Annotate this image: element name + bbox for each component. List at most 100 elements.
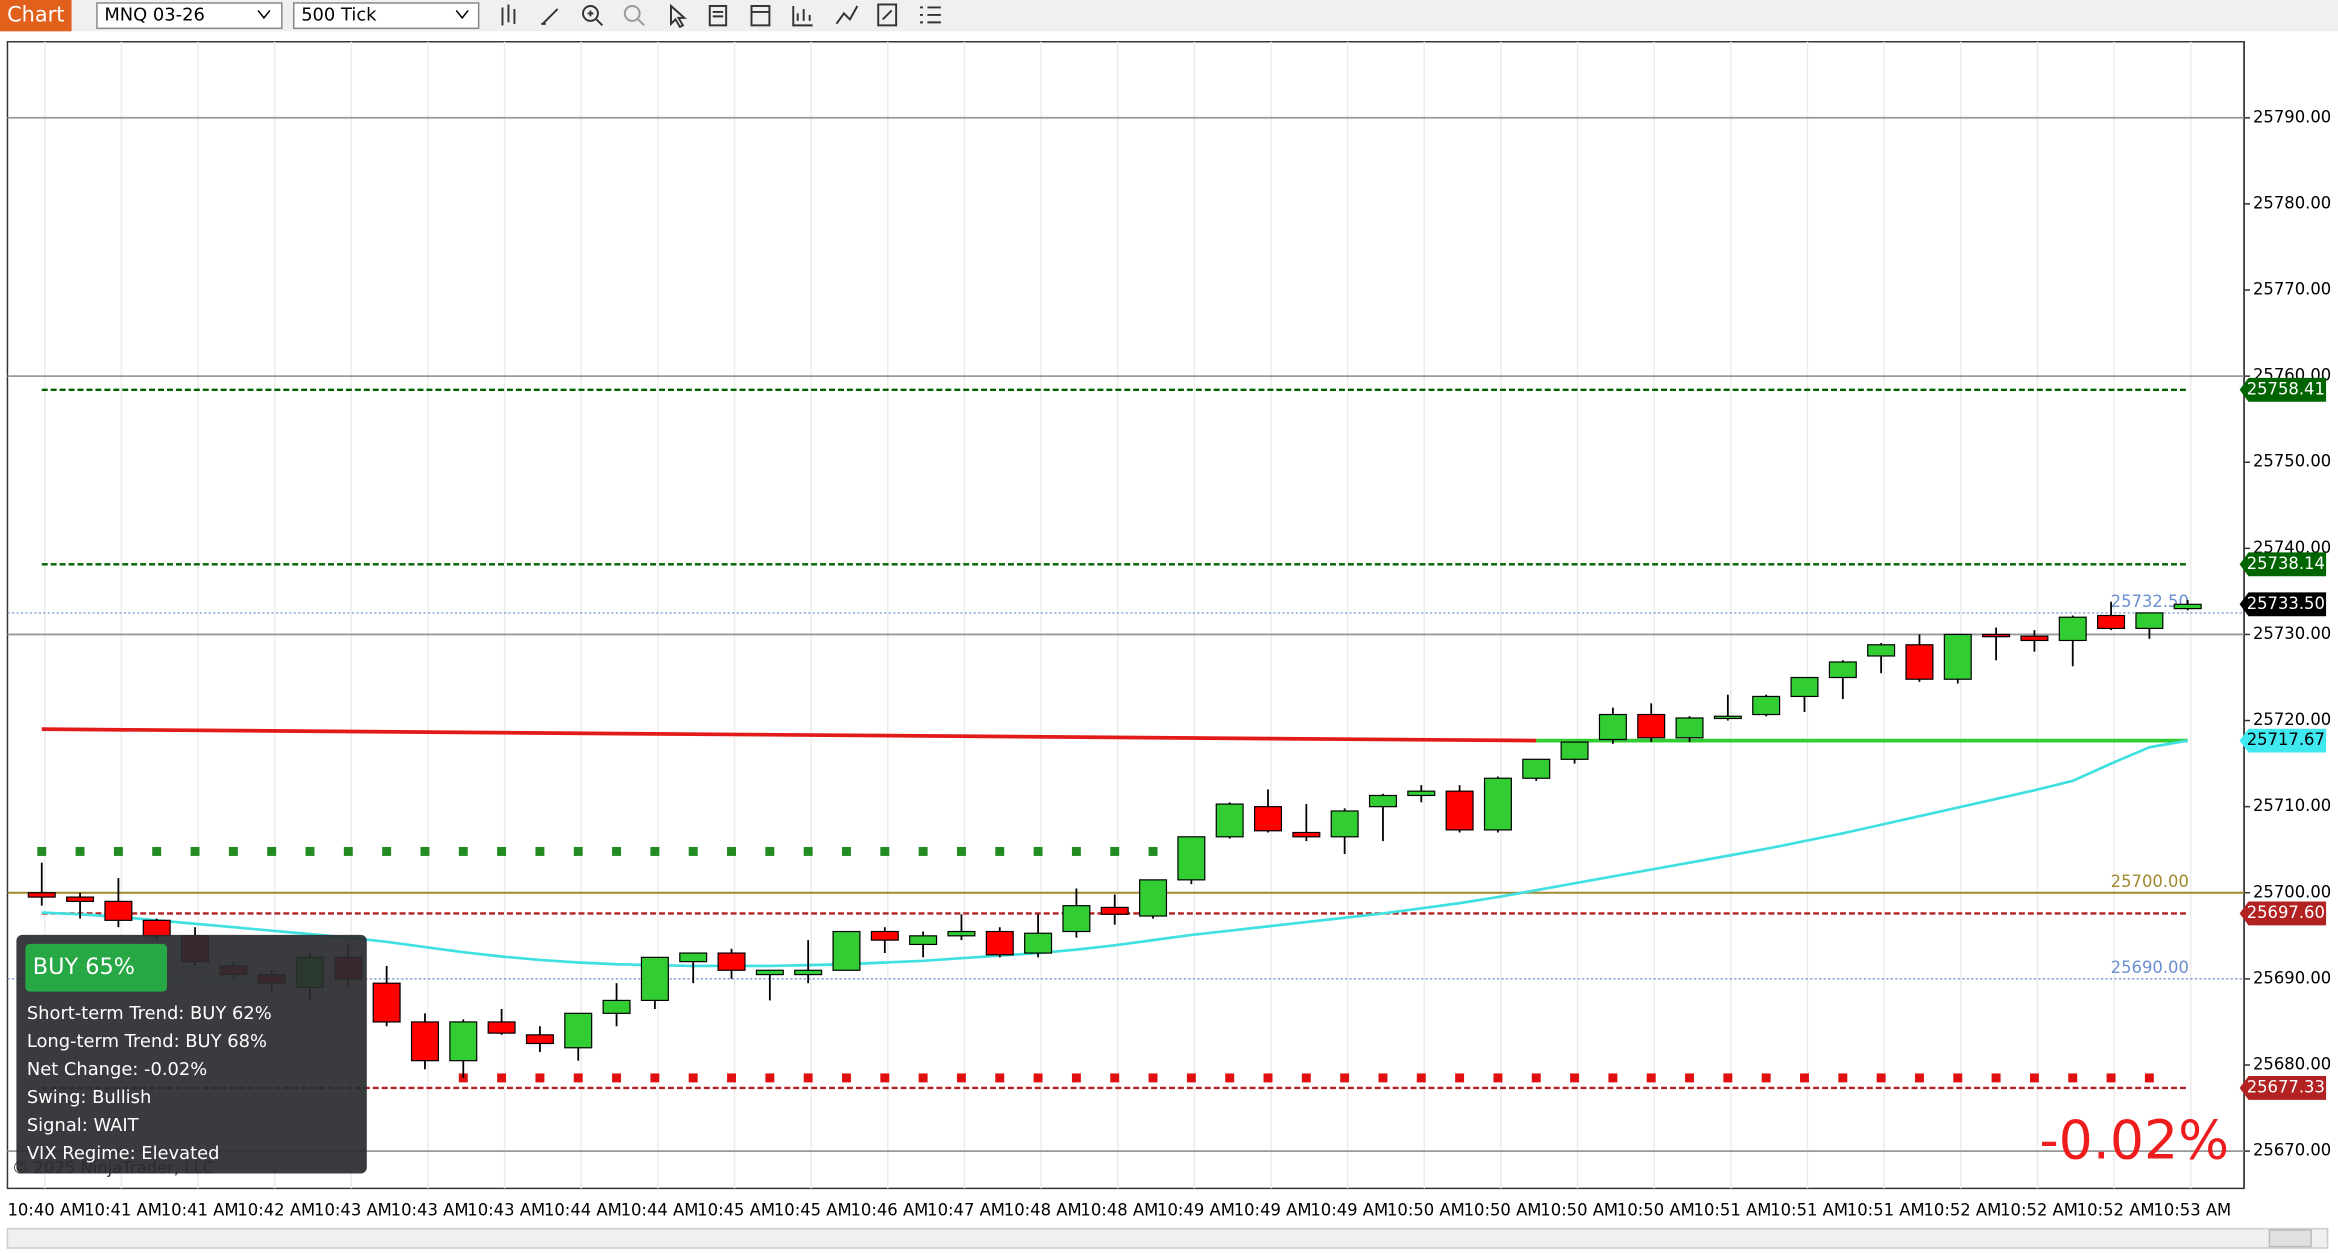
signal-dot	[573, 846, 583, 856]
signal-dot	[2144, 1073, 2154, 1083]
signal-dot	[37, 846, 47, 856]
signal-dot	[1493, 1073, 1503, 1083]
level-badge-text: 25677.33	[2247, 1077, 2325, 1096]
scroll-thumb[interactable]	[2268, 1229, 2312, 1248]
signal-dot	[1800, 1073, 1809, 1083]
candle-body	[2097, 614, 2126, 630]
x-tick-label: 10:47 AM	[927, 1200, 1005, 1219]
instrument-select[interactable]	[96, 2, 283, 30]
signal-dot	[650, 1073, 660, 1083]
signal-dot	[1186, 1073, 1196, 1083]
x-tick-label: 10:43 AM	[467, 1200, 545, 1219]
moving-average	[41, 739, 2188, 968]
y-tick-label: 25790.00	[2253, 107, 2331, 126]
signal-dot	[1838, 1073, 1848, 1083]
signal-dot	[1531, 1073, 1541, 1083]
candle-body	[2020, 635, 2049, 642]
signal-dot	[765, 1073, 775, 1083]
signal-badge-text: BUY 65%	[33, 954, 135, 980]
x-tick-label: 10:53 AM	[2153, 1200, 2231, 1219]
signal-dot	[305, 846, 315, 856]
signal-dot	[956, 1073, 966, 1083]
candle-body	[1943, 633, 1972, 680]
candle-body	[985, 930, 1014, 956]
candle-body	[1292, 831, 1321, 838]
info-line: Long-term Trend: BUY 68%	[27, 1031, 267, 1052]
signal-dot	[842, 846, 851, 856]
level-badge	[2239, 552, 2327, 577]
candle-body	[372, 982, 401, 1023]
candle-body	[1598, 713, 1627, 741]
signal-dot	[497, 846, 507, 856]
signal-dot	[343, 846, 353, 856]
signal-dot	[1301, 1073, 1311, 1083]
x-tick-label: 10:41 AM	[161, 1200, 239, 1219]
signal-dot	[1455, 1073, 1465, 1083]
app-label: Chart	[7, 3, 64, 27]
signal-dot	[535, 846, 545, 856]
signal-dot	[535, 1073, 545, 1083]
candle-body	[832, 930, 861, 971]
y-tick-label: 25780.00	[2253, 193, 2331, 212]
candle-body	[1330, 810, 1359, 838]
signal-dot	[113, 846, 123, 856]
signal-dot	[2029, 1073, 2039, 1083]
candle-body	[2058, 616, 2087, 642]
app-tab[interactable]	[0, 0, 72, 32]
candle-body	[602, 999, 631, 1014]
candle-body	[1905, 644, 1934, 680]
y-tick-label: 25750.00	[2253, 452, 2331, 471]
level-badge-text: 25733.50	[2247, 594, 2325, 613]
price-line-label: 25732.50	[2111, 592, 2189, 611]
signal-dot	[803, 846, 813, 856]
candle-body	[909, 935, 938, 946]
signal-dot	[2068, 1073, 2078, 1083]
signal-dot	[956, 846, 966, 856]
level-badge	[2239, 728, 2327, 753]
y-tick-label: 25700.00	[2253, 882, 2331, 901]
candle-body	[525, 1034, 554, 1045]
candle-body	[1215, 803, 1244, 838]
candle-body	[1713, 715, 1742, 720]
candle-body	[794, 969, 823, 976]
signal-dot	[1225, 1073, 1235, 1083]
toolbar-icons[interactable]	[501, 3, 941, 29]
x-tick-label: 10:40 AM	[7, 1200, 85, 1219]
signal-dot	[1646, 1073, 1656, 1083]
y-tick-label: 25690.00	[2253, 968, 2331, 987]
signal-dot	[1685, 1073, 1695, 1083]
signal-dot	[1608, 1073, 1618, 1083]
x-tick-label: 10:45 AM	[697, 1200, 775, 1219]
x-tick-label: 10:48 AM	[1080, 1200, 1158, 1219]
candle-body	[1100, 906, 1129, 915]
signal-dot	[228, 846, 238, 856]
x-tick-label: 10:50 AM	[1540, 1200, 1618, 1219]
x-tick-label: 10:45 AM	[774, 1200, 852, 1219]
signal-dot	[1071, 1073, 1081, 1083]
signal-dot	[765, 846, 775, 856]
x-tick-label: 10:43 AM	[391, 1200, 469, 1219]
signal-dot	[727, 1073, 736, 1083]
signal-dot	[1033, 846, 1043, 856]
signal-dot	[1110, 1073, 1120, 1083]
x-tick-label: 10:52 AM	[2000, 1200, 2078, 1219]
candle-body	[1253, 806, 1283, 832]
candle-body	[449, 1021, 478, 1062]
level-badge	[2239, 1076, 2327, 1100]
scrollbar[interactable]	[6, 1227, 2329, 1249]
y-tick-label: 25720.00	[2253, 710, 2331, 729]
signal-dot	[650, 846, 660, 856]
candle-body	[1024, 932, 1053, 954]
interval-select[interactable]	[292, 2, 480, 30]
x-tick-label: 10:49 AM	[1234, 1200, 1312, 1219]
price-line-label: 25690.00	[2111, 958, 2189, 977]
signal-dot	[1570, 1073, 1580, 1083]
y-tick-label: 25730.00	[2253, 624, 2331, 643]
candle-body	[870, 930, 899, 941]
signal-dot	[918, 1073, 928, 1083]
signal-dot	[1953, 1073, 1963, 1083]
y-tick-label: 25770.00	[2253, 280, 2331, 299]
interval-label: 500 Tick	[301, 5, 377, 26]
candle-body	[755, 969, 784, 976]
